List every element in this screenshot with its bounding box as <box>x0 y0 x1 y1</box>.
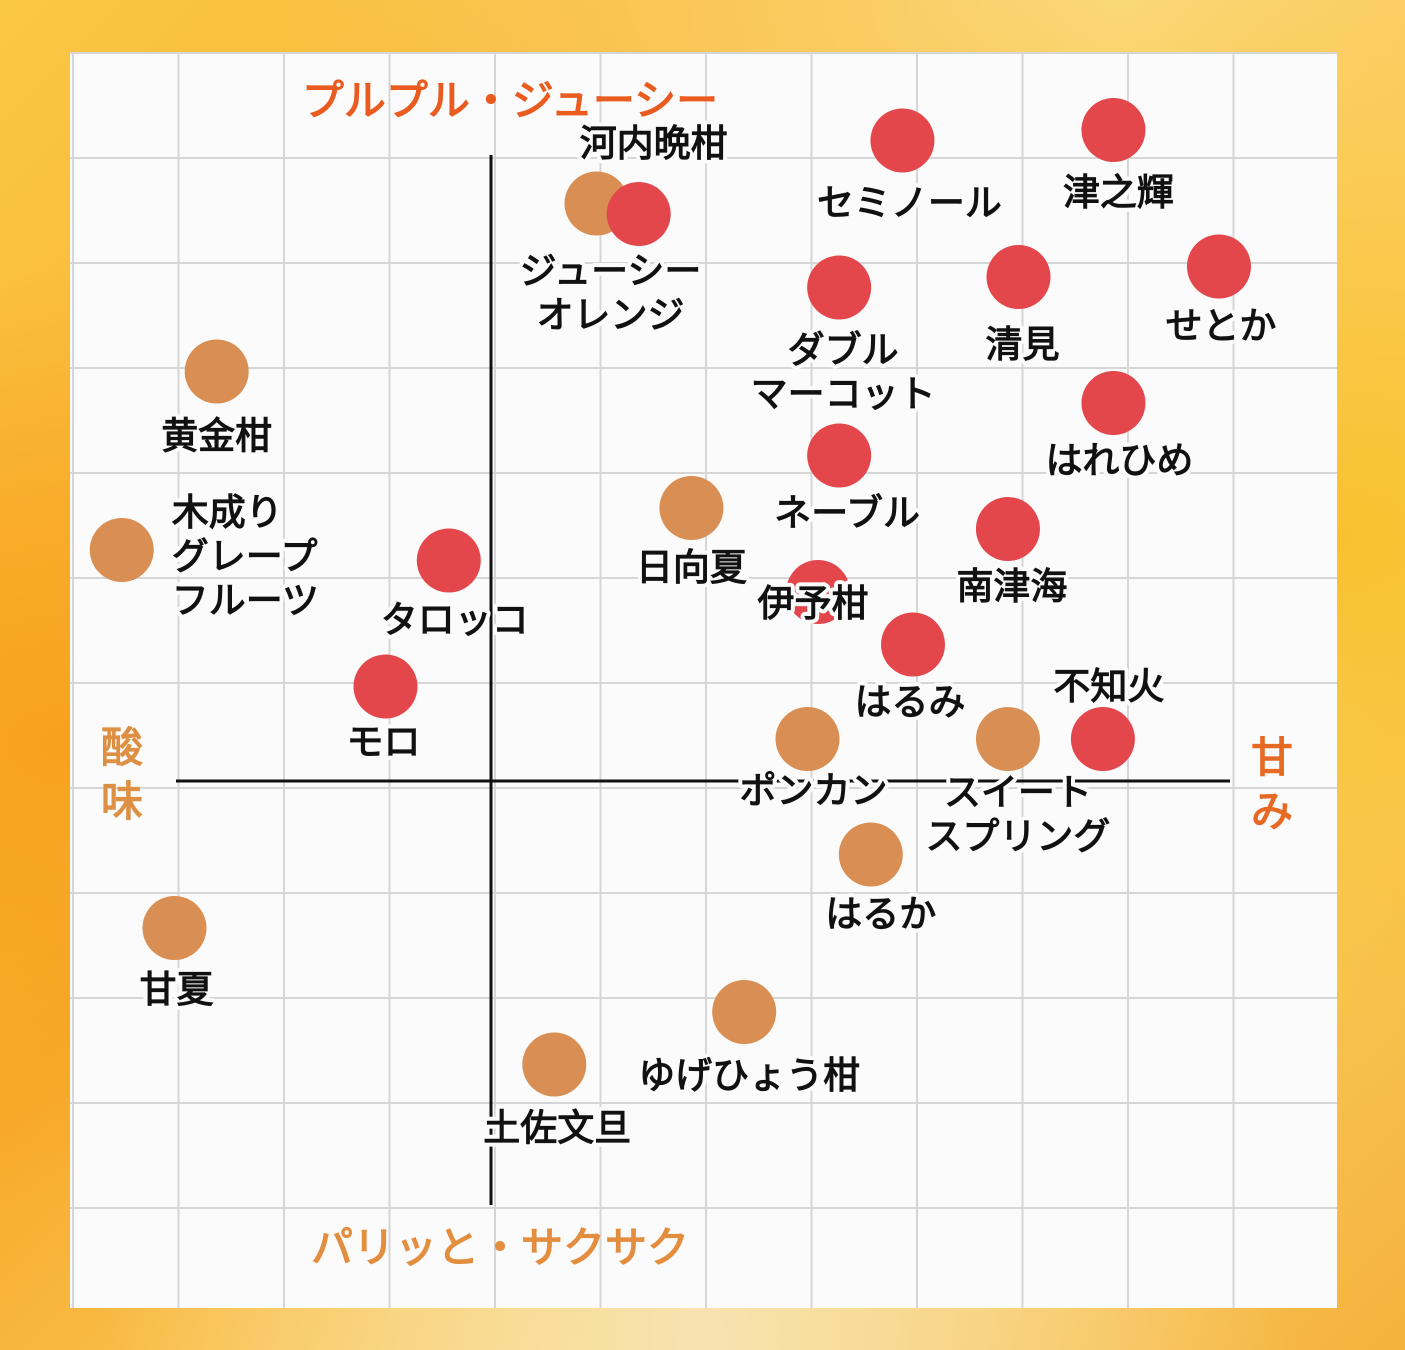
point-label: タロッコ <box>381 599 529 642</box>
point-label: 清見 <box>986 323 1060 366</box>
point-label: 黄金柑 <box>161 415 272 458</box>
data-point <box>1186 234 1251 299</box>
point-label: 甘夏 <box>140 968 215 1011</box>
point-label: 津之輝 <box>1063 171 1174 214</box>
point-label: はるみ <box>855 681 966 724</box>
point-label: 日向夏 <box>636 546 748 589</box>
data-point <box>416 528 481 593</box>
data-point <box>606 182 671 246</box>
point-label: セミノール <box>817 182 1002 225</box>
point-label: 河内晩柑 <box>580 122 728 165</box>
axis-label-bottom: パリッと・サクサク <box>311 1223 689 1272</box>
chart-panel <box>70 52 1337 1308</box>
data-point <box>659 476 724 540</box>
data-point <box>184 339 249 404</box>
axis-label-left: 酸味 <box>101 723 144 826</box>
axis-label-right: 甘み <box>1251 733 1293 836</box>
data-point <box>712 980 777 1044</box>
point-label: はれひめ <box>1045 439 1193 482</box>
point-label: スイートスプリング <box>925 771 1110 858</box>
point-label: ゆげひょう柑 <box>638 1054 860 1097</box>
point-label: 木成りグレープフルーツ <box>172 491 319 622</box>
data-point <box>1070 707 1135 771</box>
data-point <box>1081 371 1146 435</box>
axis-label-top: プルプル・ジューシー <box>302 76 718 125</box>
data-point <box>353 654 418 719</box>
data-point <box>807 423 872 488</box>
point-label: ポンカン <box>740 769 888 812</box>
data-point <box>1081 98 1146 162</box>
data-point <box>881 612 945 677</box>
point-label: 伊予柑 <box>757 582 869 625</box>
data-point <box>807 255 872 320</box>
axis-labels: プルプル・ジューシー パリッと・サクサク 酸味 甘み <box>101 76 1293 1272</box>
point-label: せとか <box>1165 305 1276 348</box>
axes <box>176 155 1230 1205</box>
data-point <box>89 518 154 582</box>
point-label: モロ <box>347 721 421 764</box>
data-point <box>975 497 1040 561</box>
point-label: 土佐文旦 <box>483 1107 631 1150</box>
data-point <box>975 707 1040 771</box>
data-point <box>986 245 1051 309</box>
data-point <box>838 822 903 887</box>
data-point <box>775 707 840 771</box>
data-points <box>89 98 1251 1097</box>
point-label: はるか <box>825 893 936 936</box>
point-label: ジューシーオレンジ <box>520 250 702 337</box>
point-label: ネーブル <box>774 492 920 535</box>
data-point <box>142 896 207 960</box>
point-label: 南津海 <box>956 565 1067 608</box>
data-point <box>786 560 851 624</box>
data-point <box>522 1032 587 1097</box>
point-label: 不知火 <box>1053 665 1164 708</box>
data-point <box>870 108 935 173</box>
point-label: ダブルマーコット <box>751 329 936 416</box>
